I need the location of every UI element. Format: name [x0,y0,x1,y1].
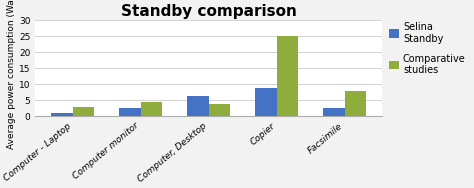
Bar [345,91,366,116]
Bar [187,96,209,116]
Bar [141,102,163,116]
Bar [119,108,141,116]
Y-axis label: Average power consumption (Watt): Average power consumption (Watt) [7,0,16,149]
Legend: Selina
Standby, Comparative
studies: Selina Standby, Comparative studies [385,18,470,79]
Title: Standby comparison: Standby comparison [121,4,297,19]
Bar [209,104,230,116]
Bar [73,107,94,116]
Bar [255,88,276,116]
Bar [51,113,73,116]
Bar [276,36,298,116]
Bar [323,108,345,116]
